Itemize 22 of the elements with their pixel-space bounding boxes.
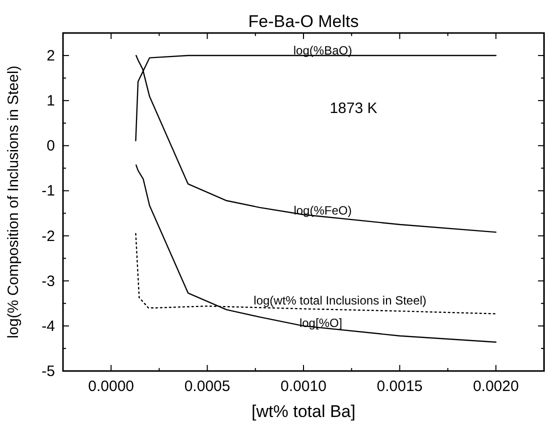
x-tick-label: 0.0010 [280,378,326,395]
y-tick-label: -1 [42,182,55,200]
chart-title: Fe-Ba-O Melts [248,12,359,31]
annotation: log(%FeO) [294,204,352,218]
y-tick-label: -4 [42,318,55,335]
annotation: log[%O] [299,316,342,330]
x-tick-label: 0.0000 [88,378,134,395]
y-tick-label: -5 [42,363,55,380]
x-axis-title: [wt% total Ba] [252,402,356,421]
annotation: 1873 K [330,100,378,117]
line-series [136,164,496,343]
y-tick-label: -2 [42,228,55,245]
annotation: log(%BaO) [293,44,352,58]
y-tick-label: 1 [46,92,55,110]
y-tick-label: -3 [42,272,55,290]
y-tick-label: 0 [46,138,55,155]
x-tick-label: 0.0015 [376,378,423,395]
annotation: log(wt% total Inclusions in Steel) [254,294,426,308]
x-tick-label: 0.0005 [184,378,230,395]
y-tick-label: 2 [46,48,55,65]
y-axis-title: log(% Composition of Inclusions in Steel) [5,66,22,338]
x-tick-label: 0.0020 [472,378,519,395]
